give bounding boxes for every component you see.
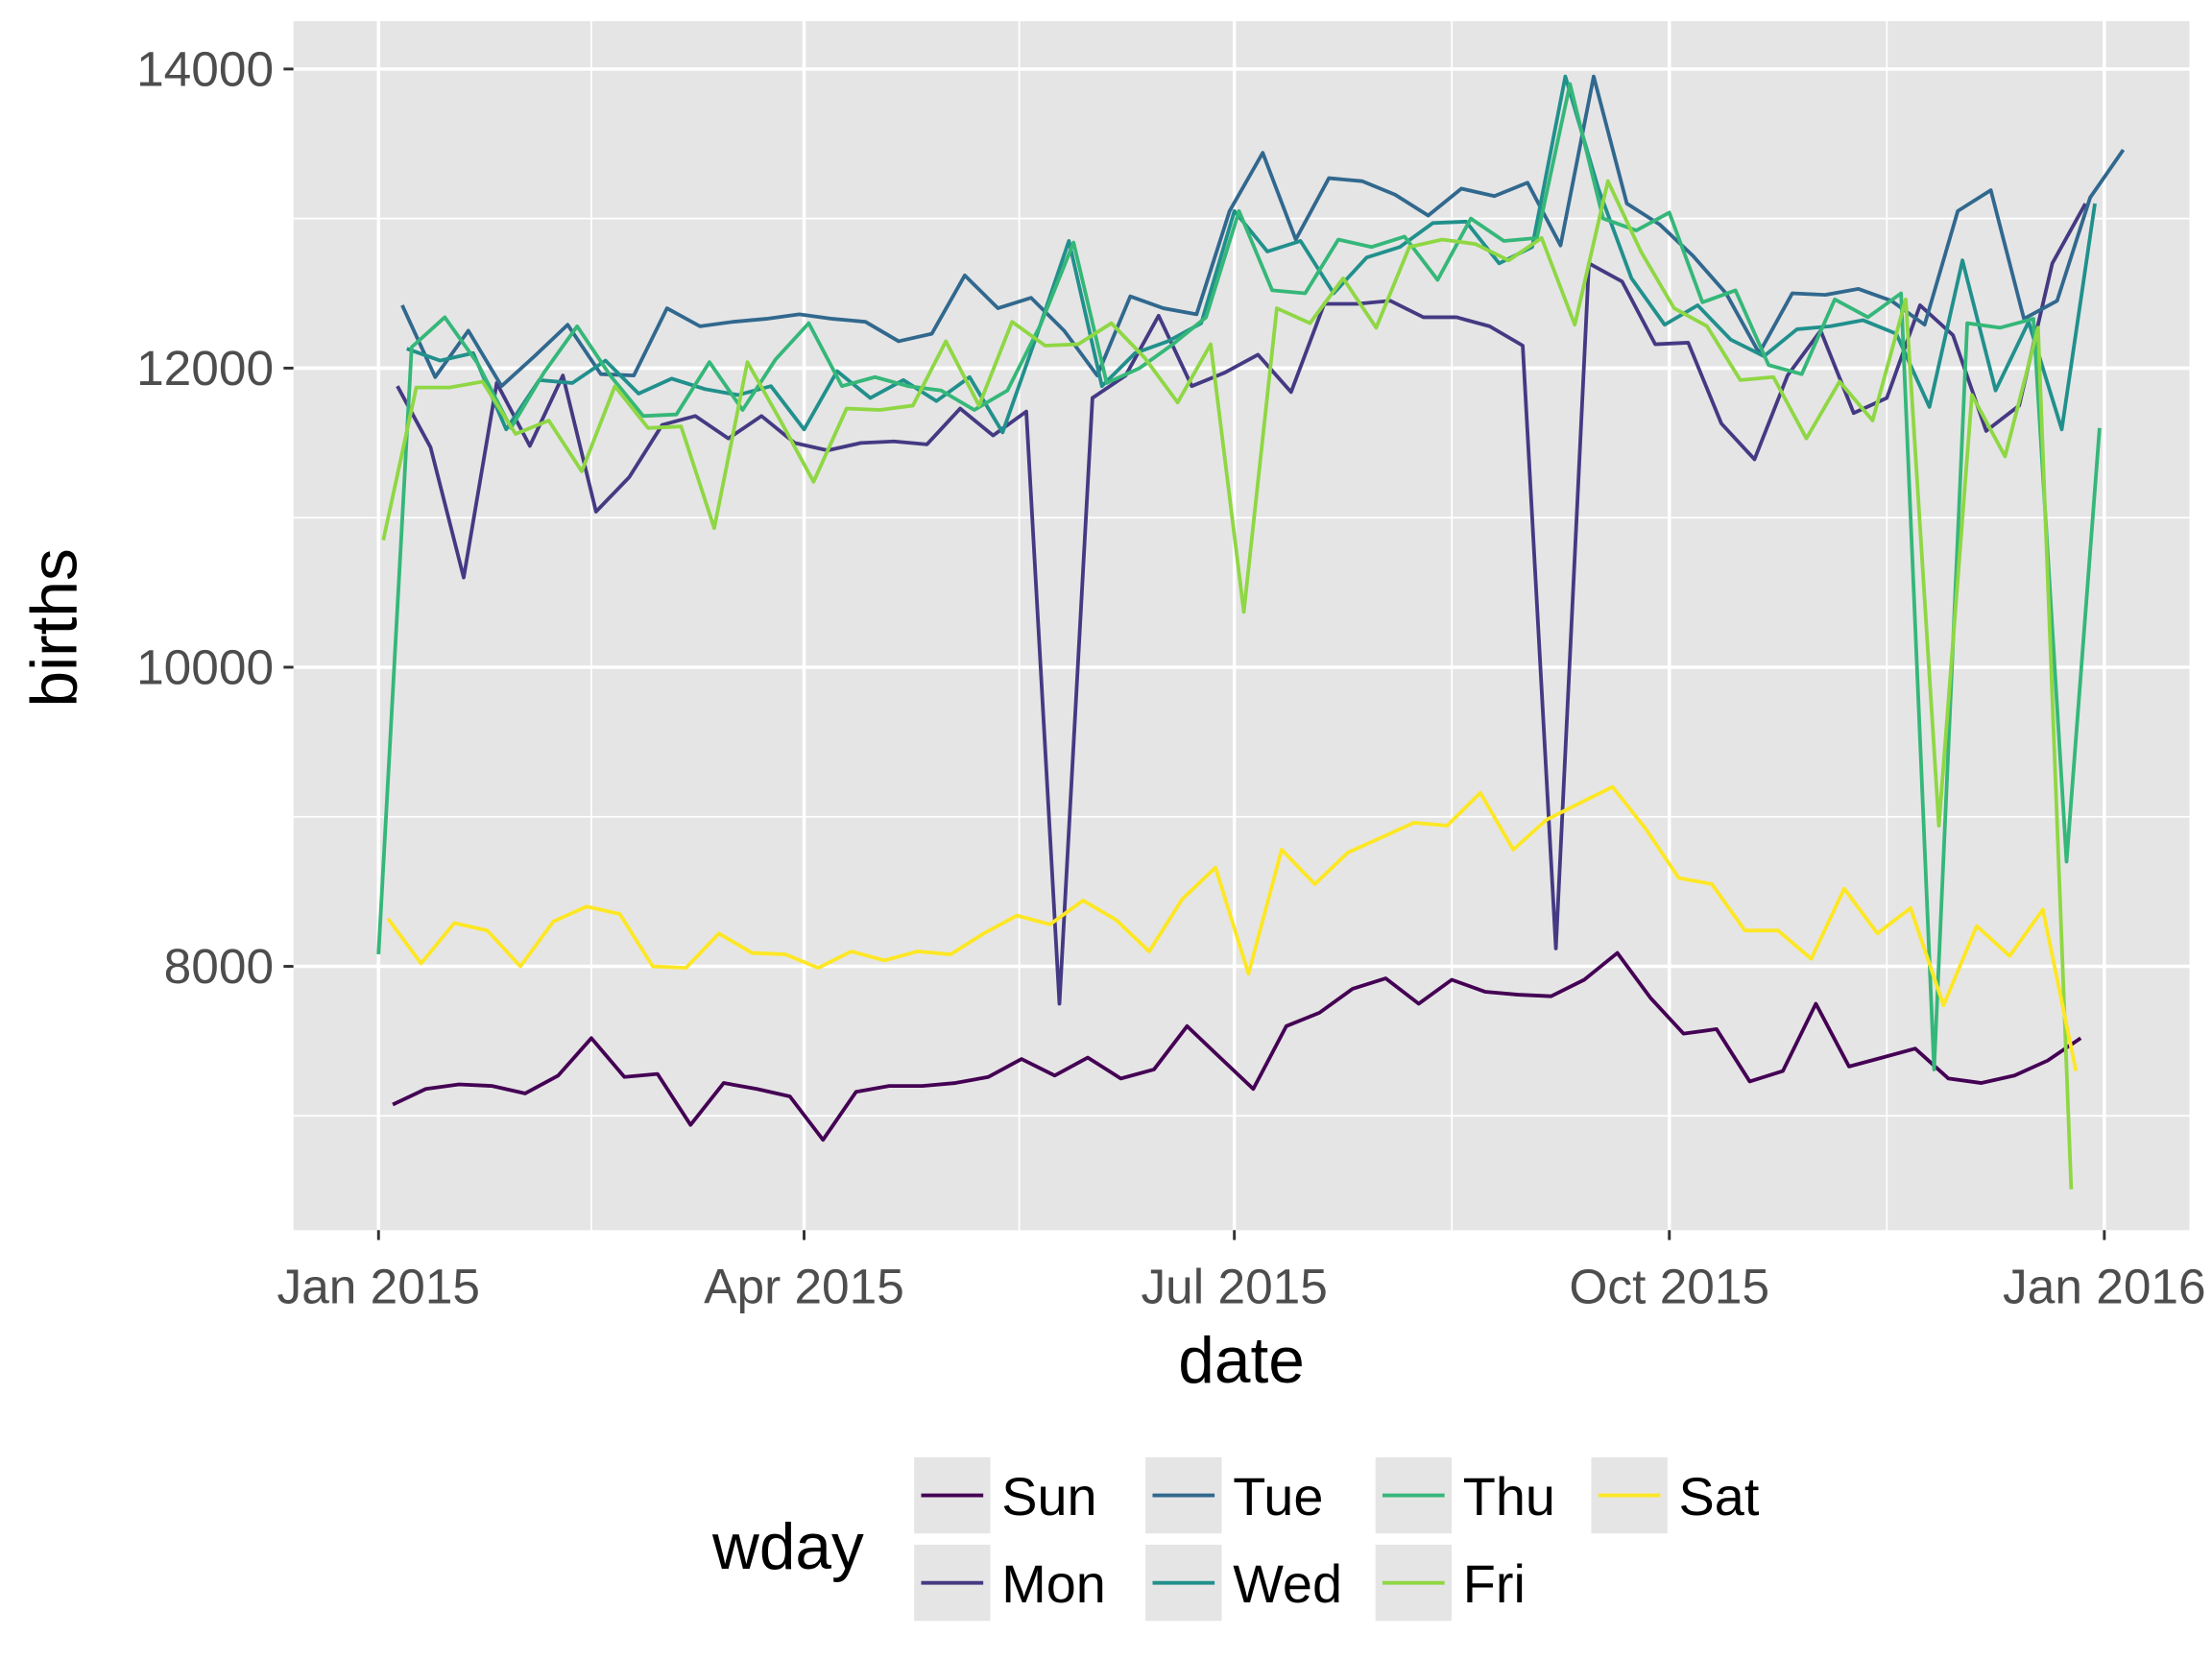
x-axis: Jan 2015 Apr 2015 Jul 2015 Oct 2015 Jan 2016 [277,1230,2206,1314]
series-line-tue [400,74,2126,389]
plot-panel [293,21,2190,1231]
y-tick-label: 10000 [136,639,274,695]
x-tick-label: Jan 2016 [2003,1259,2206,1314]
series-lines [376,74,2126,1190]
legend-label-mon: Mon [1001,1553,1106,1614]
series-line-mon [396,203,2087,1006]
y-tick-label: 14000 [136,41,274,97]
series-line-sun [392,950,2082,1142]
y-tick-label: 12000 [136,340,274,396]
legend-label-sun: Sun [1001,1466,1096,1527]
series-line-sat [386,784,2079,1071]
series-line-thu [376,82,2102,1071]
x-axis-label: date [1178,1325,1305,1397]
x-tick-label: Jan 2015 [277,1259,481,1314]
x-tick-label: Jul 2015 [1141,1259,1327,1314]
series-line-wed [406,74,2097,435]
series-line-fri [381,179,2074,1190]
legend-label-sat: Sat [1679,1466,1760,1527]
y-axis: 8000 10000 12000 14000 [136,41,294,994]
legend: Sun Mon Tue Wed Thu Fri Sat [914,1456,1760,1622]
legend-label-thu: Thu [1463,1466,1555,1527]
legend-label-wed: Wed [1233,1553,1342,1614]
grid-lines [293,21,2190,1231]
legend-title: wday [711,1511,864,1583]
legend-label-tue: Tue [1233,1466,1323,1527]
legend-label-fri: Fri [1463,1553,1526,1614]
y-tick-label: 8000 [164,938,274,994]
x-tick-label: Oct 2015 [1569,1259,1769,1314]
x-tick-label: Apr 2015 [704,1259,904,1314]
y-axis-label: births [18,548,90,707]
